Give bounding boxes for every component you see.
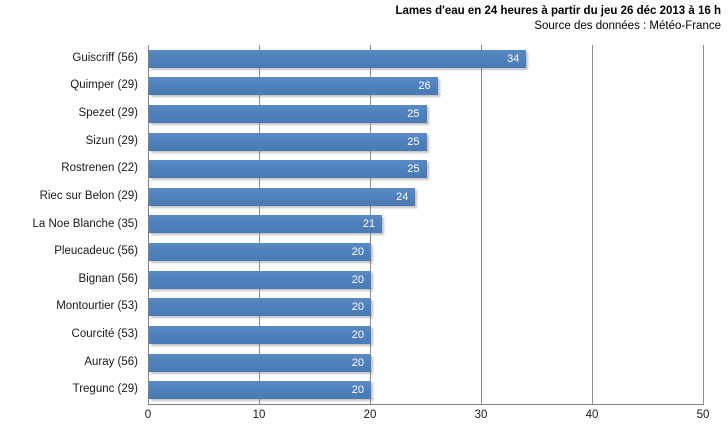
bar-value-label: 25 — [407, 163, 420, 176]
bar-row: 26 — [149, 73, 704, 101]
x-gridline — [592, 45, 593, 404]
bar-value-label: 20 — [351, 384, 364, 397]
x-axis-tick-label: 10 — [252, 409, 266, 421]
bar-row: 25 — [149, 100, 704, 128]
bar: 24 — [149, 187, 416, 206]
category-label: Spezet (29) — [78, 107, 138, 120]
bar: 34 — [149, 49, 527, 68]
bar: 20 — [149, 381, 371, 400]
bar-row: 20 — [149, 238, 704, 266]
bar-value-label: 24 — [396, 190, 409, 203]
title-block: Lames d'eau en 24 heures à partir du jeu… — [395, 4, 721, 34]
x-gridline — [481, 45, 482, 404]
category-label: Bignan (56) — [78, 272, 138, 285]
bar-row: 25 — [149, 155, 704, 183]
bar-value-label: 20 — [351, 301, 364, 314]
chart-title: Lames d'eau en 24 heures à partir du jeu… — [395, 5, 721, 17]
bar: 20 — [149, 270, 371, 289]
chart-subtitle: Source des données : Météo-France — [534, 20, 721, 32]
bar-value-label: 34 — [507, 52, 520, 65]
x-axis-tick-label: 40 — [585, 409, 599, 421]
bar-value-label: 21 — [362, 218, 376, 231]
bar-value-label: 26 — [418, 80, 431, 93]
bar: 20 — [149, 325, 371, 344]
bar-value-label: 25 — [407, 135, 420, 148]
category-label: Montourtier (53) — [56, 300, 138, 313]
bar-row: 20 — [149, 294, 704, 322]
category-label: Sizun (29) — [85, 134, 138, 147]
bar-row: 21 — [149, 211, 704, 239]
bar-row: 20 — [149, 321, 704, 349]
bar-row: 24 — [149, 183, 704, 211]
bar-value-label: 20 — [351, 273, 364, 286]
category-label: Riec sur Belon (29) — [39, 189, 138, 202]
bar-row: 20 — [149, 266, 704, 294]
bar-value-label: 20 — [351, 246, 364, 259]
bar-value-label: 20 — [351, 328, 364, 341]
category-label: La Noe Blanche (35) — [32, 217, 138, 230]
bar: 20 — [149, 298, 371, 317]
bar: 20 — [149, 353, 371, 372]
bar-row: 20 — [149, 349, 704, 377]
bar-value-label: 25 — [407, 108, 420, 121]
category-label: Courcité (53) — [71, 327, 138, 340]
x-axis-tick-label: 0 — [144, 409, 152, 421]
bar-row: 34 — [149, 45, 704, 73]
bar: 21 — [149, 215, 383, 234]
category-label: Quimper (29) — [70, 79, 138, 92]
x-gridline — [703, 45, 704, 404]
plot-area: 34 26 25 25 25 24 21 20 20 20 20 20 20 — [148, 45, 704, 405]
bar: 20 — [149, 243, 371, 262]
bar-row: 20 — [149, 376, 704, 404]
category-label: Rostrenen (22) — [61, 162, 138, 175]
bar: 25 — [149, 132, 427, 151]
bar-value-label: 20 — [351, 356, 364, 369]
category-label: Guiscriff (56) — [72, 51, 138, 64]
bar-row: 25 — [149, 128, 704, 156]
category-label: Pleucadeuc (56) — [54, 245, 138, 258]
x-axis-tick-label: 20 — [363, 409, 377, 421]
x-axis-tick-label: 30 — [474, 409, 488, 421]
bar: 25 — [149, 105, 427, 124]
category-label: Auray (56) — [84, 355, 138, 368]
category-label: Tregunc (29) — [72, 383, 138, 396]
x-axis-tick-label: 50 — [696, 409, 710, 421]
bar: 25 — [149, 160, 427, 179]
bar: 26 — [149, 77, 438, 96]
